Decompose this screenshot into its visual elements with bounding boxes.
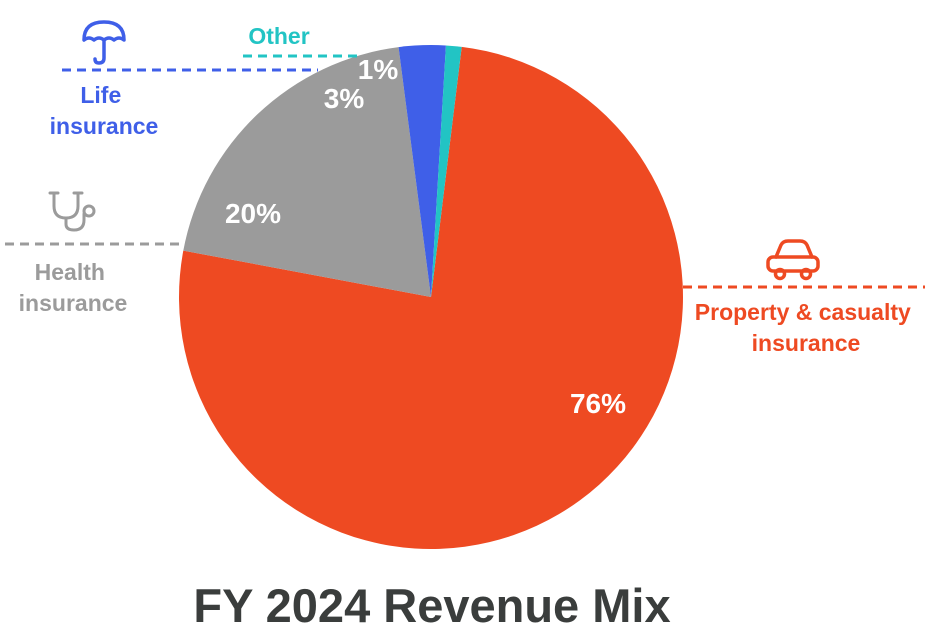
value-label-health: 20% xyxy=(225,198,281,229)
category-label-life: Life insurance xyxy=(50,82,159,139)
umbrella-icon xyxy=(82,20,126,65)
stethoscope-icon xyxy=(48,191,96,232)
slice-other xyxy=(431,45,462,297)
car-icon xyxy=(766,239,820,281)
category-labels: Property & casualty insurance Health ins… xyxy=(19,23,917,356)
value-labels: 76% 20% 3% 1% xyxy=(225,54,626,419)
value-label-life: 3% xyxy=(324,83,365,114)
leader-lines xyxy=(5,54,925,289)
chart-title: FY 2024 Revenue Mix xyxy=(193,579,670,632)
pie-slices xyxy=(178,44,683,550)
slice-health xyxy=(183,47,431,297)
value-label-property-casualty: 76% xyxy=(570,388,626,419)
category-label-health: Health insurance xyxy=(19,259,128,316)
category-label-other: Other xyxy=(248,23,309,49)
category-label-property-casualty: Property & casualty insurance xyxy=(695,299,917,356)
slice-life xyxy=(398,44,446,297)
slice-property-casualty xyxy=(178,46,683,550)
value-label-other: 1% xyxy=(358,54,399,85)
